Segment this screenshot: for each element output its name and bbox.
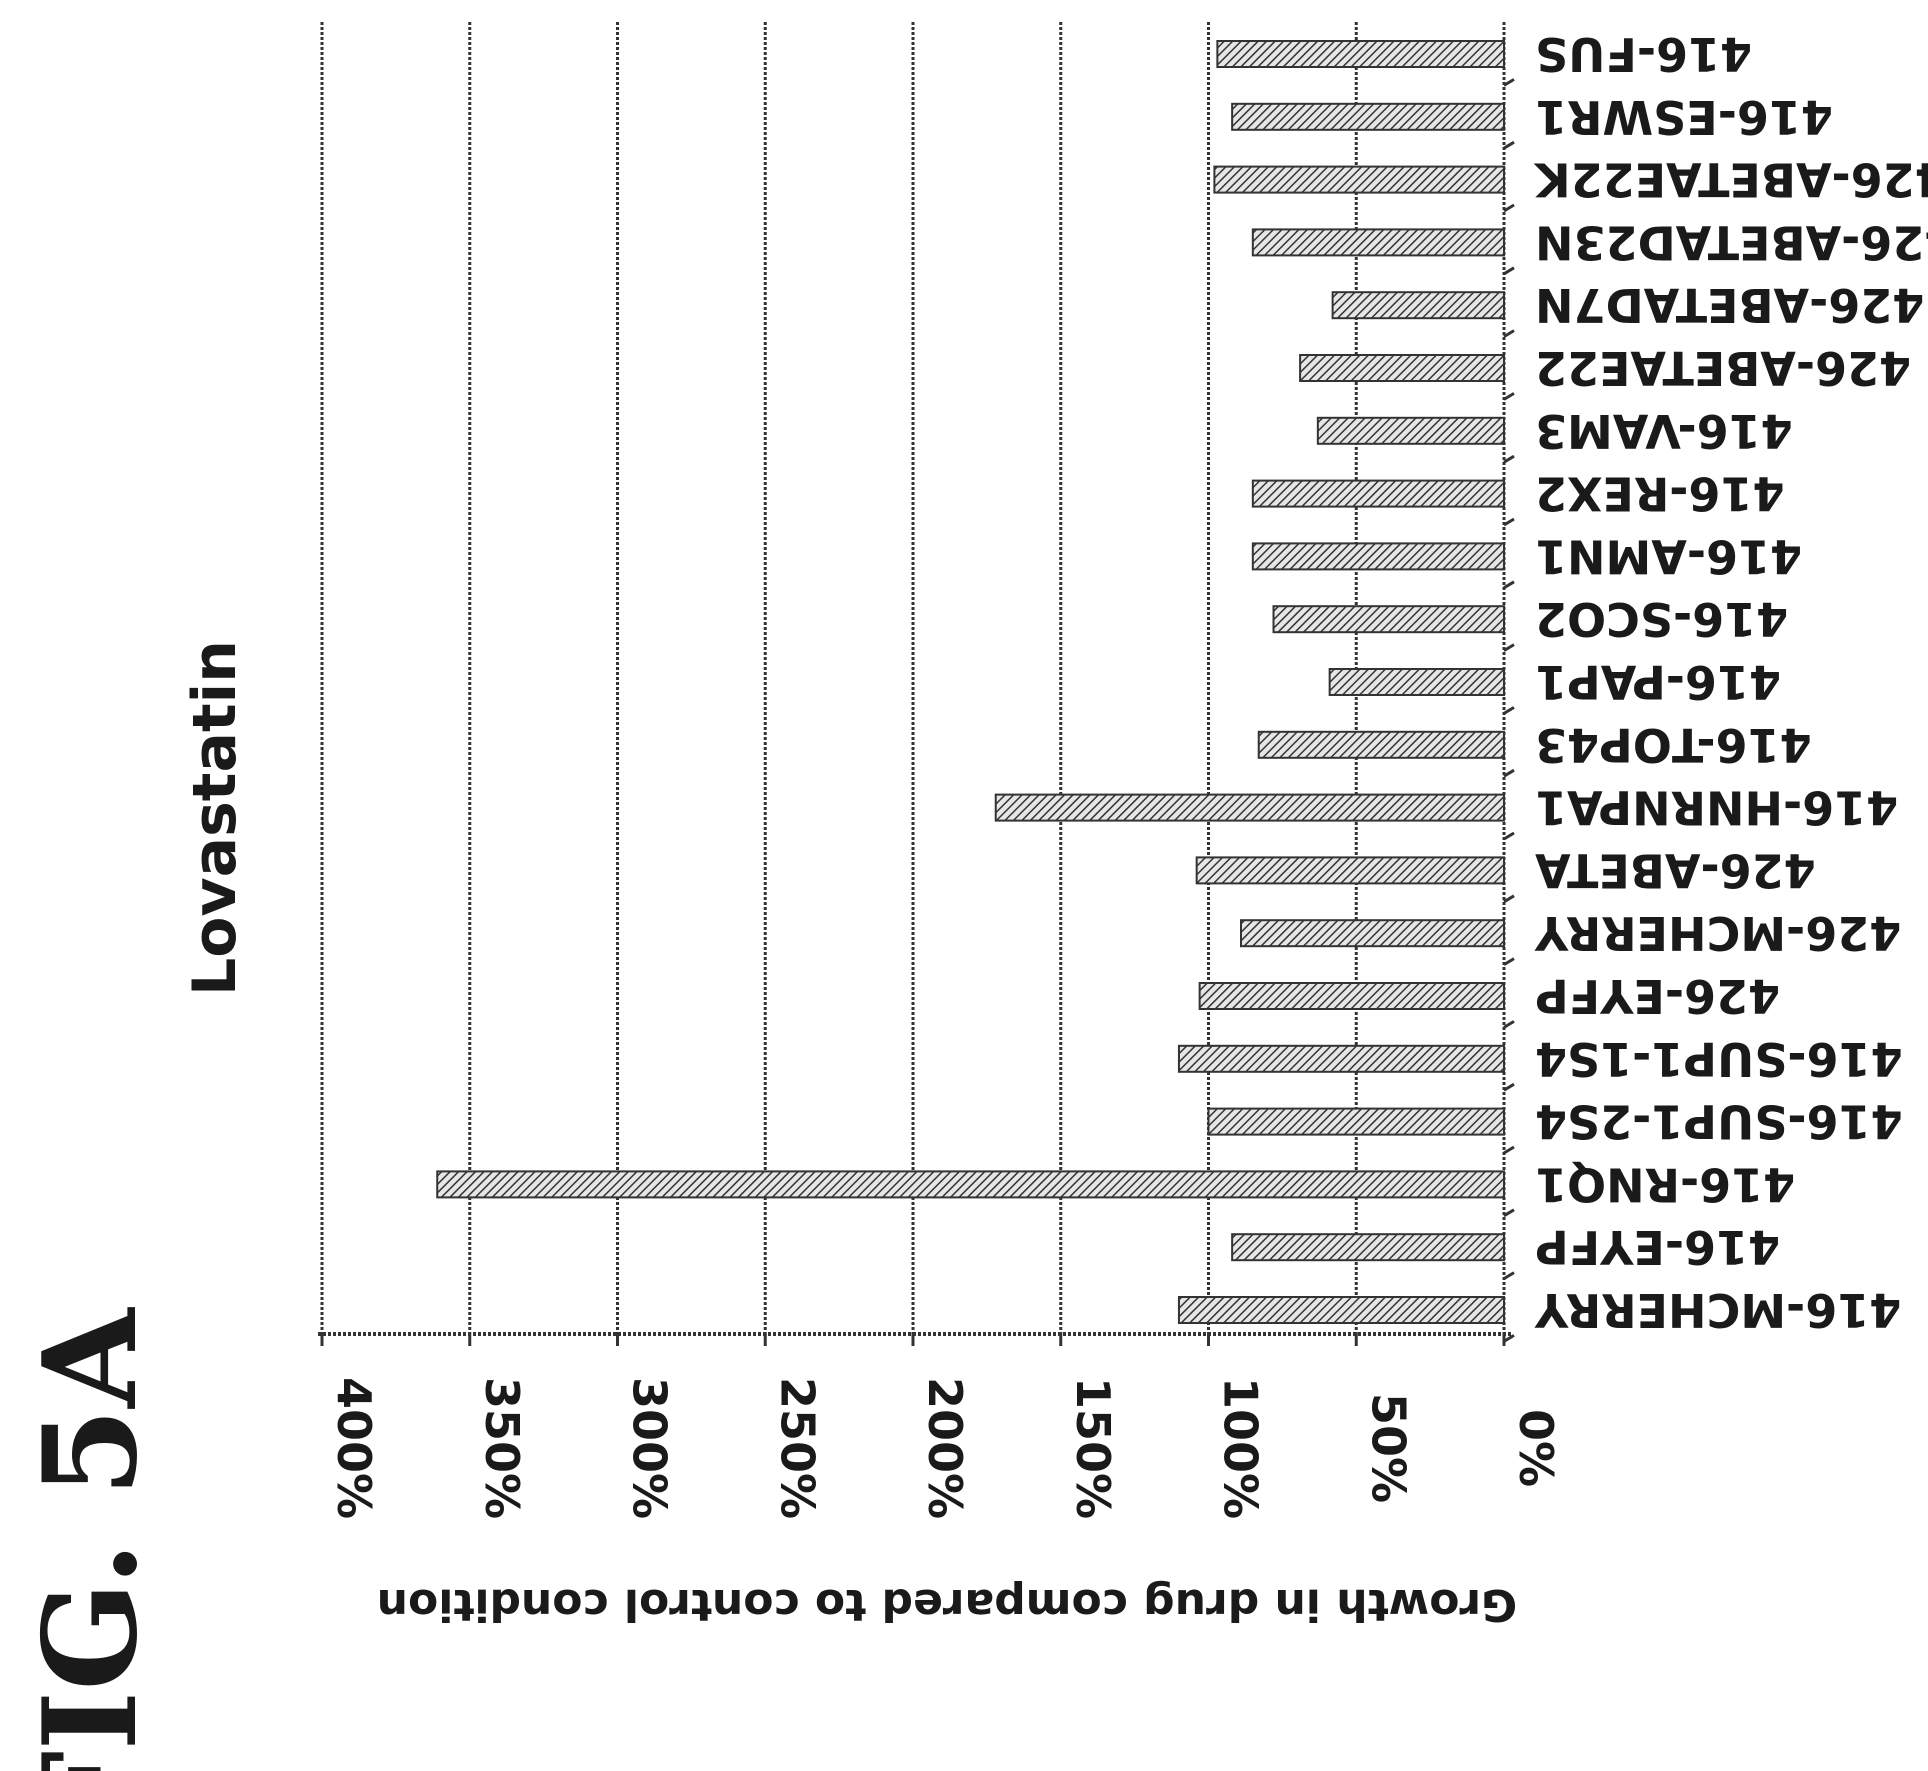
bar bbox=[1251, 542, 1505, 571]
category-tick bbox=[1503, 1208, 1515, 1218]
value-axis-title: Growth in drug compared to control condi… bbox=[377, 1579, 1518, 1630]
category-tick bbox=[1503, 203, 1515, 213]
bar bbox=[1299, 354, 1505, 382]
category-label: 426-ABETAE22K bbox=[1533, 153, 1928, 207]
bar bbox=[1207, 1107, 1505, 1136]
category-label: 416-SUP1-2S4 bbox=[1535, 1095, 1903, 1149]
bar bbox=[1198, 982, 1505, 1010]
bar bbox=[1257, 730, 1505, 759]
category-label: 426-ABETAD23N bbox=[1535, 215, 1928, 269]
value-tick-label: 300% bbox=[623, 1377, 677, 1519]
category-tick bbox=[1503, 580, 1515, 590]
category-label: 426-EYFP bbox=[1535, 969, 1780, 1023]
bar bbox=[1251, 228, 1505, 257]
value-tick-label: 350% bbox=[475, 1377, 529, 1519]
category-labels: 416-FUS 416-ESWR1 426-ABETAE22K 426-ABETAD2… bbox=[1533, 27, 1928, 1337]
category-label: 416-HNRNPA1 bbox=[1535, 781, 1898, 835]
category-label: 416-MCHERRY bbox=[1534, 1283, 1901, 1337]
category-label: 416-PAP1 bbox=[1535, 655, 1781, 709]
category-label: 416-SCO2 bbox=[1535, 592, 1788, 646]
bar bbox=[1316, 416, 1505, 445]
value-tick-label: 200% bbox=[918, 1377, 972, 1519]
category-label: 426-ABETA bbox=[1535, 843, 1816, 897]
bar bbox=[1216, 40, 1505, 68]
bar bbox=[1240, 919, 1505, 948]
category-tick bbox=[1503, 329, 1515, 338]
category-tick bbox=[1503, 1082, 1515, 1092]
category-label: 416-VAM3 bbox=[1535, 404, 1793, 458]
value-tick-label: 150% bbox=[1066, 1377, 1120, 1519]
bar bbox=[1272, 605, 1506, 634]
category-tick bbox=[1503, 894, 1515, 904]
category-tick bbox=[1503, 831, 1515, 841]
category-label: 416-ESWR1 bbox=[1535, 90, 1833, 144]
category-label: 416-REX2 bbox=[1535, 467, 1784, 521]
category-tick bbox=[1503, 706, 1515, 715]
bar bbox=[1231, 102, 1505, 131]
value-tick-label: 400% bbox=[327, 1377, 381, 1519]
category-label: 416-RNQ1 bbox=[1535, 1157, 1795, 1211]
category-tick bbox=[1503, 1271, 1515, 1280]
category-label: 426-ABETAD7N bbox=[1535, 278, 1924, 332]
category-tick bbox=[1503, 454, 1515, 464]
chart-title: Lovastatin bbox=[180, 640, 250, 996]
category-tick bbox=[1503, 140, 1515, 150]
bar bbox=[436, 1170, 1505, 1199]
category-tick bbox=[1503, 266, 1515, 276]
figure-label: FIG. 5A bbox=[16, 1307, 166, 1771]
category-tick bbox=[1503, 768, 1515, 778]
category-tick bbox=[1503, 957, 1515, 966]
bar bbox=[1331, 291, 1505, 320]
category-tick bbox=[1503, 1145, 1515, 1155]
value-tick-label: 100% bbox=[1214, 1377, 1268, 1519]
category-tick bbox=[1503, 1020, 1515, 1029]
category-tick bbox=[1503, 643, 1515, 652]
category-label: 416-SUP1-1S4 bbox=[1535, 1032, 1903, 1086]
category-tick bbox=[1503, 392, 1515, 401]
bar bbox=[1213, 165, 1506, 194]
category-label: 416-FUS bbox=[1535, 27, 1752, 81]
category-tick bbox=[1503, 517, 1515, 527]
bar bbox=[1328, 668, 1506, 696]
category-label: 416-TOP43 bbox=[1535, 718, 1812, 772]
bar bbox=[1177, 1044, 1505, 1073]
bar bbox=[1177, 1296, 1505, 1324]
bar bbox=[1251, 479, 1505, 508]
category-label: 416-EYFP bbox=[1535, 1220, 1780, 1274]
value-tick-label: 0% bbox=[1509, 1409, 1563, 1487]
value-tick-label: 250% bbox=[770, 1377, 824, 1519]
category-label: 426-ABETAE22 bbox=[1535, 341, 1911, 395]
category-tick bbox=[1503, 78, 1515, 87]
category-label: 416-AMN1 bbox=[1535, 529, 1802, 583]
gridlines bbox=[320, 22, 1506, 1334]
category-label: 426-MCHERRY bbox=[1534, 906, 1901, 960]
value-axis bbox=[318, 78, 1515, 1346]
category-tick bbox=[1503, 1334, 1515, 1343]
bar bbox=[1231, 1233, 1505, 1262]
bar bbox=[994, 793, 1505, 822]
bars bbox=[436, 40, 1506, 1324]
value-tick-labels: 0% 50% 100% 150% 200% 250% 300% 350% 400% bbox=[327, 1377, 1563, 1519]
bar bbox=[1195, 856, 1506, 885]
value-tick-label: 50% bbox=[1361, 1393, 1415, 1503]
